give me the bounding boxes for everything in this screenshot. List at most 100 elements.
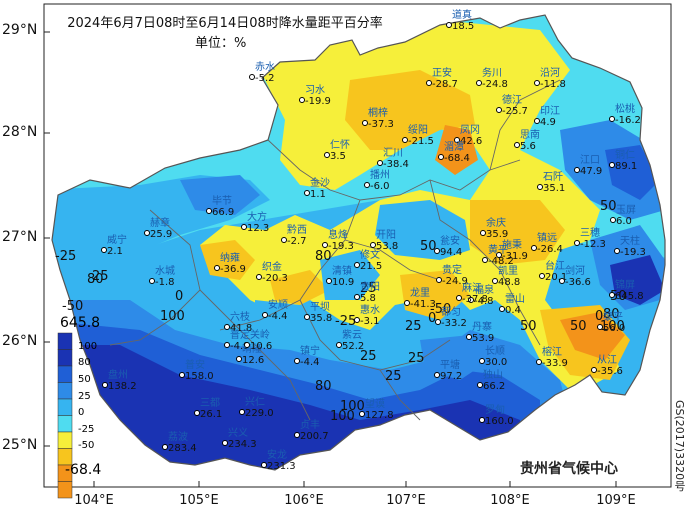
station-name: 正安 [432,68,452,79]
station-32: 玉屏 6.0 [610,205,636,227]
contour-label: 50 [520,319,537,334]
station-value: 42.6 [460,136,483,147]
station-marker-icon [214,265,220,271]
lon-label-106: 106°E [284,493,324,508]
station-name: 沿河 [540,68,560,79]
station-marker-icon [496,107,502,113]
contour-label: -50 [430,302,451,317]
contour-label: 50 [570,319,587,334]
station-marker-icon [236,356,242,362]
prefecture-boundaries [109,79,561,421]
station-name: 绥阳 [408,125,428,136]
station-value: 4.9 [540,117,556,128]
contour-label: 0 [428,311,436,326]
station-62: 普安 158.0 [179,360,214,382]
station-value: -4.4 [300,357,320,368]
station-58: 黎平 56.0 [597,312,625,334]
contour-label: 80 [87,272,104,287]
station-47: 凯里 48.8 [492,266,521,288]
station-value: 21.5 [360,261,383,272]
station-38: 台江 20.1 [539,261,567,283]
station-value: -1.8 [155,277,175,288]
station-marker-icon [531,245,537,251]
station-name: 安龙 [267,450,287,461]
station-13: 仁怀 3.5 [324,140,350,162]
contour-label: 0 [175,289,183,304]
station-name: 福泉 [474,285,494,296]
station-name: 余庆 [486,218,506,229]
station-74: 罗甸 160.0 [479,405,514,427]
station-marker-icon [299,97,305,103]
station-name: 凯里 [498,266,518,277]
contour-label: -50 [62,299,83,314]
station-name: 麻江 [462,283,482,294]
station-25: 息烽 -19.3 [322,230,354,252]
station-name: 毕节 [212,196,232,207]
station-value: 35.1 [543,183,566,194]
station-marker-icon [468,297,474,303]
station-value: -3.1 [360,316,380,327]
station-value: -4.9 [230,341,250,352]
station-42: 清镇 10.9 [326,266,354,288]
station-value: 48.8 [498,277,521,288]
station-61: 盘州 138.2 [102,370,137,392]
station-36: 修文 21.5 [354,250,383,272]
station-value: -12.3 [580,239,606,250]
station-name: 金沙 [310,178,330,189]
station-2: 务川 -24.8 [476,68,508,90]
lon-label-108: 108°E [490,493,530,508]
station-value: 12.3 [247,223,270,234]
contour-label: 100 [160,309,185,324]
lon-label-109: 109°E [596,493,636,508]
station-name: 锦屏 [615,280,635,291]
station-34: 纳雍 -36.9 [214,253,246,275]
station-68: 平塘 97.2 [434,360,462,382]
station-marker-icon [466,334,472,340]
station-name: 赤水 [255,62,275,73]
station-56: 麻江 -37.8 [456,283,488,305]
station-name: 榕江 [542,347,562,358]
legend-swatch [57,415,73,433]
legend-swatch [57,332,73,350]
station-name: 盘州 [108,370,128,381]
station-value: 10.6 [250,341,273,352]
station-value: -4.4 [268,311,288,322]
station-23: 大方 12.3 [241,212,270,234]
station-12: 思南 5.6 [514,130,540,152]
station-70: 三都 26.1 [194,398,222,420]
station-name: 黎平 [603,312,623,323]
station-marker-icon [359,411,365,417]
station-name: 仁怀 [330,140,350,151]
station-55: 都匀 -33.2 [435,307,467,329]
station-marker-icon [479,358,485,364]
station-54: 惠水 -3.1 [354,305,380,327]
station-name: 关岭 [250,330,270,341]
legend-tick-100: 100 [78,341,98,352]
station-43: 贵阳 5.8 [354,282,380,304]
station-marker-icon [322,242,328,248]
station-22: 毕节 66.9 [206,196,234,218]
station-value: 25.9 [150,229,173,240]
station-name: 普定 [230,330,250,341]
station-35: 织金 -20.3 [256,262,288,284]
station-name: 德江 [502,95,522,106]
station-44: 龙里 -41.3 [404,288,436,310]
station-marker-icon [446,22,452,28]
station-marker-icon [179,372,185,378]
station-63: 晴隆 12.6 [236,344,264,366]
station-name: 罗甸 [485,405,505,416]
legend-swatch [57,349,73,367]
station-marker-icon [534,118,540,124]
station-39: 剑河 -36.6 [559,266,591,288]
legend-swatch [57,382,73,400]
station-marker-icon [456,295,462,301]
station-name: 平坝 [310,302,330,313]
contour-label: 50 [600,199,617,214]
station-name: 从江 [597,355,617,366]
station-57: 丹寨 53.9 [466,322,494,344]
station-value: -36.9 [220,264,246,275]
station-name: 镇远 [537,233,557,244]
contour-label: 25 [405,319,422,334]
station-name: 纳雍 [220,253,240,264]
